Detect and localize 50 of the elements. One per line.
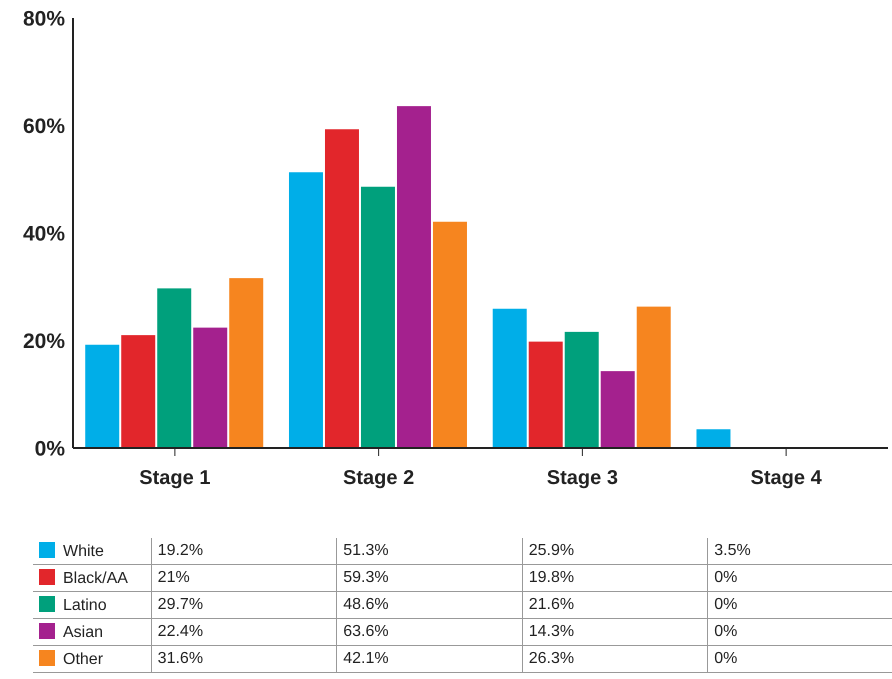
data-label: 63.6% [336,618,522,646]
legend-label: White [33,538,152,564]
x-tick-label: Stage 2 [343,467,414,490]
data-label: 0% [708,646,892,672]
x-tick-label: Stage 1 [139,467,210,490]
data-label: 25.9% [522,538,708,564]
data-label: 59.3% [336,564,522,592]
data-label: 3.5% [708,538,892,564]
bar [492,308,527,448]
data-label: 29.7% [151,592,337,618]
y-tick-label: 80% [22,7,66,30]
bar [85,344,120,448]
y-tick-label: 40% [22,222,66,246]
bar [636,306,671,448]
data-label: 31.6% [151,646,337,672]
data-label: 48.6% [336,592,522,618]
legend-label: Black/AA [33,564,152,592]
legend-label: Other [33,646,152,672]
bar [229,278,264,448]
data-label: 0% [708,592,892,618]
bar [564,332,599,448]
data-label: 26.3% [522,646,708,672]
data-label: 0% [708,618,892,646]
y-tick-label: 20% [22,330,66,353]
x-tick-label: Stage 4 [750,467,823,490]
data-label: 19.8% [522,564,708,592]
data-label: 21.6% [522,592,708,618]
data-label: 42.1% [336,646,522,672]
legend-label: Latino [33,592,152,618]
bar [121,335,156,448]
bar [432,222,467,448]
bar [324,129,359,448]
bar [528,342,563,448]
bar [288,172,323,448]
bar [157,288,192,448]
legend-label: Asian [33,618,152,646]
data-label: 22.4% [151,618,337,646]
x-tick-label: Stage 3 [546,467,618,490]
bar [600,371,635,448]
data-label: 51.3% [336,538,522,564]
bar [396,106,431,448]
bar [696,429,730,448]
bar [193,328,228,448]
data-label: 21% [151,564,337,592]
data-label: 19.2% [151,538,337,564]
data-label: 14.3% [522,618,708,646]
data-label: 0% [708,564,892,592]
y-tick-label: 0% [34,437,66,460]
y-tick-label: 60% [22,114,66,138]
bar [360,186,395,448]
